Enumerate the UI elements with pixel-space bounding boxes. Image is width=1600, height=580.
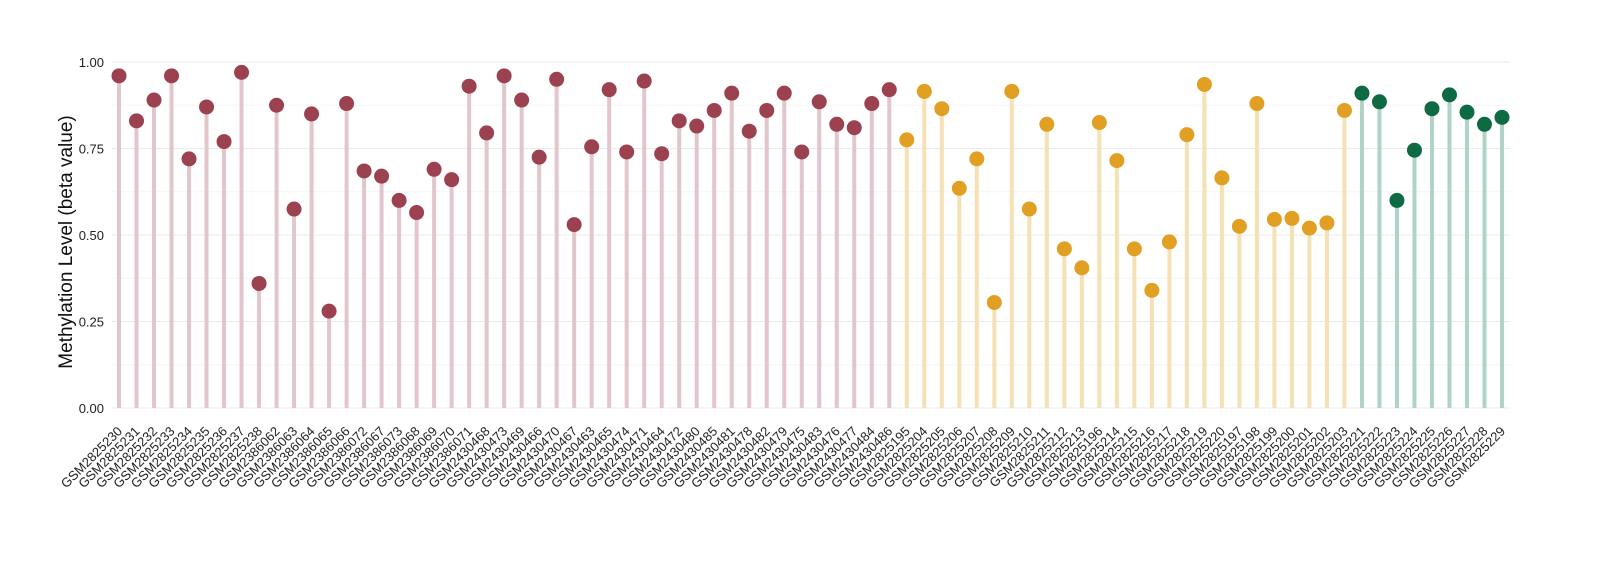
lollipop-point [199, 99, 215, 115]
lollipop-point [1476, 116, 1492, 132]
lollipop-point [794, 144, 810, 160]
lollipop-point [741, 123, 757, 139]
lollipop-point [304, 106, 320, 122]
lollipop-point [1021, 201, 1037, 217]
y-axis-ticks: 0.00 0.25 0.50 0.75 1.00 [79, 55, 104, 416]
y-tick-label: 0.75 [79, 142, 104, 157]
lollipop-point [584, 139, 600, 155]
lollipop-point [1126, 241, 1142, 257]
lollipop-point [286, 201, 302, 217]
lollipop-point [1266, 211, 1282, 227]
y-axis-title: Methylation Level (beta value) [56, 115, 77, 368]
lollipop-point [1109, 153, 1125, 169]
lollipop-point [1039, 116, 1055, 132]
lollipop-point [881, 82, 897, 98]
lollipop-point [1074, 260, 1090, 276]
lollipop-point [916, 83, 932, 99]
lollipop-point [689, 118, 705, 134]
lollipop-point [146, 92, 162, 108]
lollipop-point [444, 172, 460, 188]
stems [117, 72, 1504, 408]
lollipop-point [356, 163, 372, 179]
lollipop-point [829, 116, 845, 132]
lollipop-point [951, 180, 967, 196]
lollipop-point [619, 144, 635, 160]
lollipop-point [969, 151, 985, 167]
y-tick-label: 0.00 [79, 401, 104, 416]
lollipop-point [164, 68, 180, 84]
lollipop-point [1161, 234, 1177, 250]
lollipop-point [496, 68, 512, 84]
lollipop-point [601, 82, 617, 98]
y-tick-label: 1.00 [79, 55, 104, 70]
lollipop-point [864, 96, 880, 112]
lollipop-point [426, 161, 442, 177]
lollipop-point [1004, 83, 1020, 99]
lollipop-point [321, 303, 337, 319]
lollipop-point [234, 64, 250, 80]
lollipop-point [461, 78, 477, 94]
lollipop-point [566, 217, 582, 233]
lollipop-point [934, 101, 950, 117]
lollipop-point [636, 73, 652, 89]
lollipop-point [671, 113, 687, 129]
lollipop-point [181, 151, 197, 167]
lollipop-point [1284, 210, 1300, 226]
lollipop-point [1249, 96, 1265, 112]
lollipop-point [986, 294, 1002, 310]
lollipop-point [1091, 115, 1107, 131]
lollipop-point [374, 168, 390, 184]
lollipop-point [1371, 94, 1387, 110]
lollipop-point [514, 92, 530, 108]
lollipop-point [846, 120, 862, 136]
x-axis-tick-labels: GSM2825230GSM2825231GSM2825232GSM2825233… [58, 424, 1508, 491]
lollipop-point [339, 96, 355, 112]
lollipop-point [269, 97, 285, 113]
lollipop-point [1231, 218, 1247, 234]
lollipop-point [706, 102, 722, 118]
lollipop-point [1406, 142, 1422, 158]
lollipop-point [129, 113, 145, 129]
lollipop-point [1336, 102, 1352, 118]
lollipop-point [531, 149, 547, 165]
lollipop-point [654, 146, 670, 162]
lollipop-point [1214, 170, 1230, 186]
lollipop-point [776, 85, 792, 101]
lollipop-point [1056, 241, 1072, 257]
lollipop-point [251, 275, 267, 291]
lollipop-point [1441, 87, 1457, 103]
lollipop-point [1459, 104, 1475, 120]
lollipop-point [811, 94, 827, 110]
lollipop-point [1179, 127, 1195, 143]
lollipop-point [724, 85, 740, 101]
y-tick-label: 0.25 [79, 315, 104, 330]
lollipop-point [1196, 76, 1212, 92]
lollipop-point [479, 125, 495, 141]
lollipop-point [216, 134, 232, 150]
lollipop-point [111, 68, 127, 84]
lollipop-point [1424, 101, 1440, 117]
grid-lines [112, 61, 1510, 409]
lollipop-point [391, 192, 407, 208]
lollipop-point [409, 205, 425, 221]
y-tick-label: 0.50 [79, 228, 104, 243]
lollipop-point [1144, 282, 1160, 298]
lollipop-point [1301, 220, 1317, 236]
lollipop-point [549, 71, 565, 87]
lollipop-point [899, 132, 915, 148]
lollipop-point [1389, 192, 1405, 208]
lollipop-point [759, 102, 775, 118]
lollipop-point [1319, 215, 1335, 231]
lollipop-point [1494, 109, 1510, 125]
points [111, 64, 1510, 319]
lollipop-point [1354, 85, 1370, 101]
